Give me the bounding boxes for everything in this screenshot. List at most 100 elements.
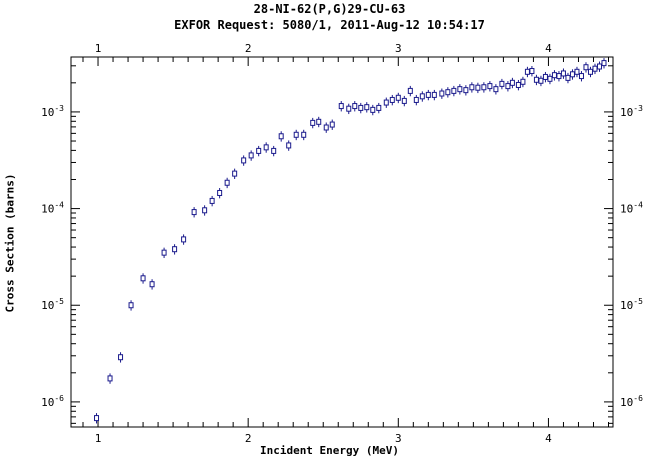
data-point <box>601 58 607 69</box>
point-marker <box>560 70 566 77</box>
data-point <box>475 82 481 94</box>
x-axis-label: Incident Energy (MeV) <box>259 444 400 457</box>
data-point <box>172 244 178 255</box>
x-tick-label: 4 <box>545 432 552 445</box>
point-marker <box>445 89 451 96</box>
point-marker <box>475 84 481 91</box>
y-tick-label-right: 10-3 <box>620 104 643 119</box>
data-point <box>241 155 247 166</box>
point-marker <box>547 75 553 82</box>
point-marker <box>499 80 505 87</box>
point-marker <box>338 103 344 110</box>
point-marker <box>401 97 407 104</box>
data-point <box>431 89 437 101</box>
data-point <box>574 66 580 78</box>
point-marker <box>565 74 571 81</box>
point-marker <box>209 197 215 204</box>
data-point <box>592 63 598 75</box>
point-marker <box>370 106 376 113</box>
y-tick-label: 10-4 <box>41 201 64 216</box>
data-point <box>439 88 445 99</box>
point-marker <box>323 124 329 131</box>
point-marker <box>425 91 431 98</box>
point-marker <box>538 77 544 84</box>
x-tick-label: 1 <box>95 432 102 445</box>
data-point <box>248 150 254 161</box>
x-tick-label-top: 4 <box>545 42 552 55</box>
data-point <box>329 119 335 130</box>
point-marker <box>551 72 557 79</box>
point-marker <box>463 87 469 94</box>
point-marker <box>407 87 413 94</box>
point-marker <box>256 147 262 154</box>
data-point <box>271 145 277 157</box>
point-marker <box>172 246 178 253</box>
point-marker <box>232 170 238 177</box>
data-point <box>457 84 463 95</box>
data-point <box>128 300 134 311</box>
point-marker <box>316 118 322 125</box>
chart-subtitle: EXFOR Request: 5080/1, 2011-Aug-12 10:54… <box>174 18 485 32</box>
point-marker <box>346 105 352 112</box>
data-point <box>538 75 544 87</box>
point-marker <box>505 83 511 90</box>
data-point <box>358 102 364 114</box>
data-point <box>376 102 382 114</box>
data-point <box>94 413 100 424</box>
data-point <box>556 71 562 82</box>
point-marker <box>469 84 475 91</box>
point-marker <box>286 142 292 149</box>
x-tick-label-top: 1 <box>95 42 102 55</box>
point-marker <box>583 64 589 71</box>
y-axis-label: Cross Section (barns) <box>3 173 17 313</box>
data-point <box>509 77 515 89</box>
data-point <box>323 122 329 133</box>
point-marker <box>118 354 124 361</box>
point-marker <box>601 60 607 67</box>
point-marker <box>592 65 598 72</box>
point-marker <box>149 281 155 288</box>
point-marker <box>217 189 223 196</box>
data-point <box>389 94 395 106</box>
point-marker <box>364 104 370 111</box>
point-marker <box>587 68 593 75</box>
point-marker <box>596 63 602 70</box>
point-marker <box>395 94 401 101</box>
point-marker <box>310 119 316 126</box>
y-tick-label-right: 10-4 <box>620 201 643 216</box>
data-point <box>407 85 413 97</box>
data-point <box>533 74 539 86</box>
point-marker <box>520 78 526 85</box>
x-tick-label-top: 3 <box>395 42 402 55</box>
data-point <box>191 207 197 218</box>
data-point <box>520 76 526 88</box>
data-point <box>364 102 370 113</box>
data-point <box>370 104 376 116</box>
chart-title: 28-NI-62(P,G)29-CU-63 <box>253 2 406 16</box>
data-point <box>569 69 575 80</box>
point-marker <box>569 71 575 78</box>
point-marker <box>271 147 277 154</box>
data-point <box>310 117 316 129</box>
point-marker <box>352 103 358 110</box>
point-marker <box>107 375 113 382</box>
y-tick-label: 10-5 <box>41 297 64 312</box>
point-marker <box>515 81 521 88</box>
data-point <box>256 145 262 157</box>
data-point <box>463 85 469 96</box>
point-marker <box>128 302 134 309</box>
data-point <box>524 66 530 78</box>
point-marker <box>533 76 539 83</box>
point-marker <box>161 249 167 256</box>
y-tick-label-right: 10-6 <box>620 394 643 409</box>
data-point <box>445 87 451 98</box>
data-point <box>346 103 352 115</box>
data-point <box>286 140 292 151</box>
point-marker <box>524 68 530 75</box>
point-marker <box>493 86 499 93</box>
data-point <box>515 79 521 91</box>
data-point <box>118 352 124 363</box>
data-point <box>209 195 215 207</box>
data-point <box>487 81 493 92</box>
